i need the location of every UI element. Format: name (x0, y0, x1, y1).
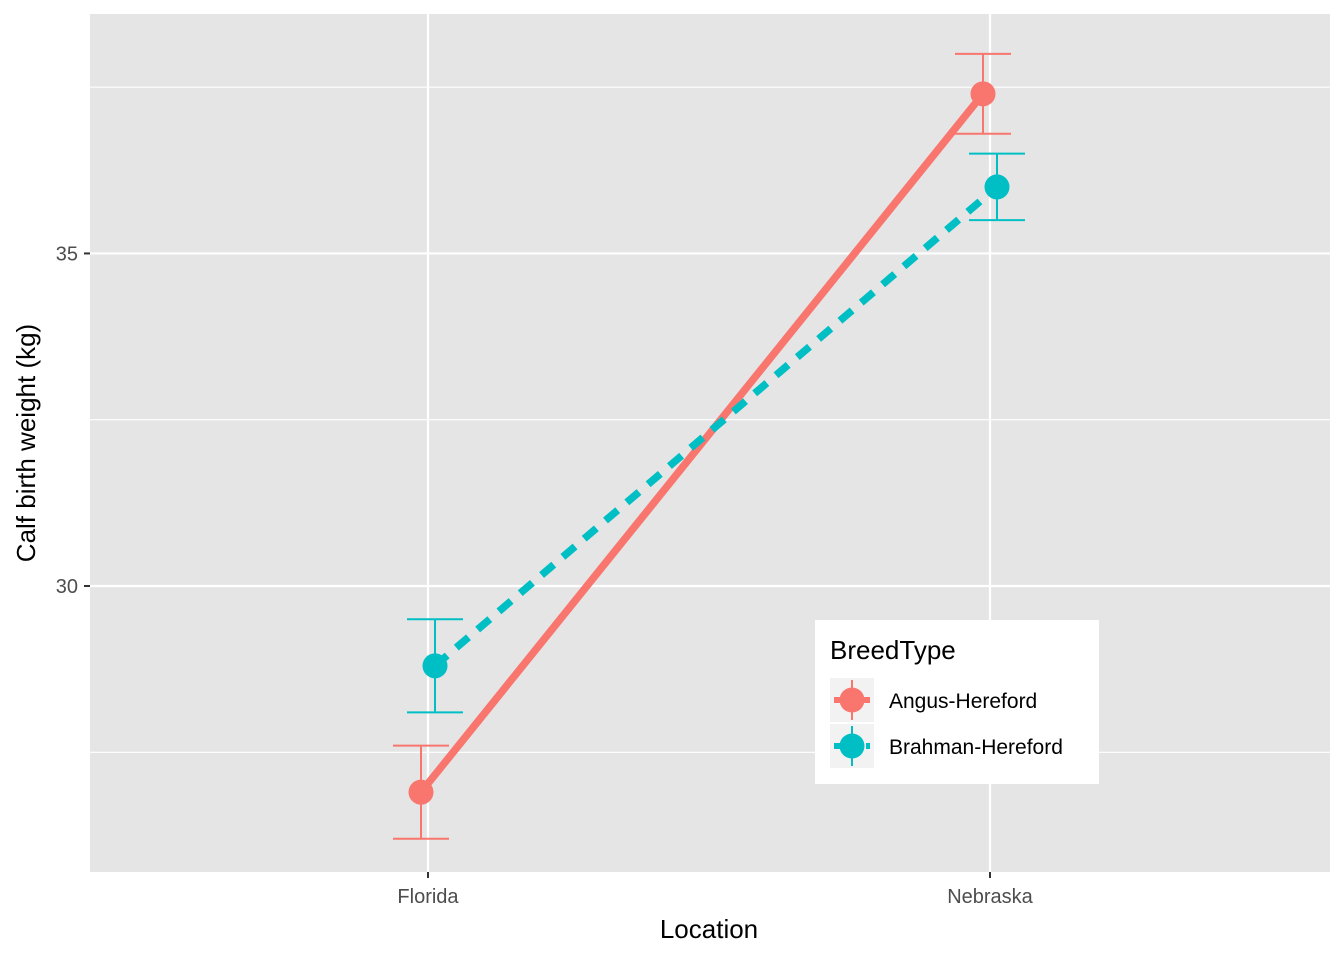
y-axis-title: Calf birth weight (kg) (11, 324, 41, 562)
legend-label-angus-hereford: Angus-Hereford (889, 690, 1037, 713)
legend-items: Angus-Hereford Brahman-Hereford (830, 678, 1063, 768)
legend-title: BreedType (830, 635, 956, 665)
series-line-brahman-hereford (432, 184, 1000, 669)
legend-key-point-angus-hereford (839, 687, 865, 713)
plot-panel (90, 14, 1330, 872)
x-tick-label-florida: Florida (397, 886, 459, 908)
x-tick-label-nebraska: Nebraska (947, 886, 1033, 908)
x-axis-title: Location (660, 914, 758, 944)
y-tick-label-30: 30 (56, 576, 78, 598)
y-tick-label-35: 35 (56, 243, 78, 265)
legend-label-brahman-hereford: Brahman-Hereford (889, 736, 1063, 759)
legend: BreedType Angus-Hereford Brahman-Hereford (815, 620, 1099, 784)
grid-layer (90, 14, 1330, 872)
axis-layer: 30 35 Florida Nebraska (56, 243, 1034, 908)
point-brahman-hereford-florida (422, 653, 448, 679)
point-brahman-hereford-nebraska (984, 174, 1010, 200)
series-layer (393, 52, 1025, 840)
legend-key-point-brahman-hereford (839, 733, 865, 759)
point-angus-hereford-nebraska (970, 81, 996, 107)
point-angus-hereford-florida (408, 779, 434, 805)
